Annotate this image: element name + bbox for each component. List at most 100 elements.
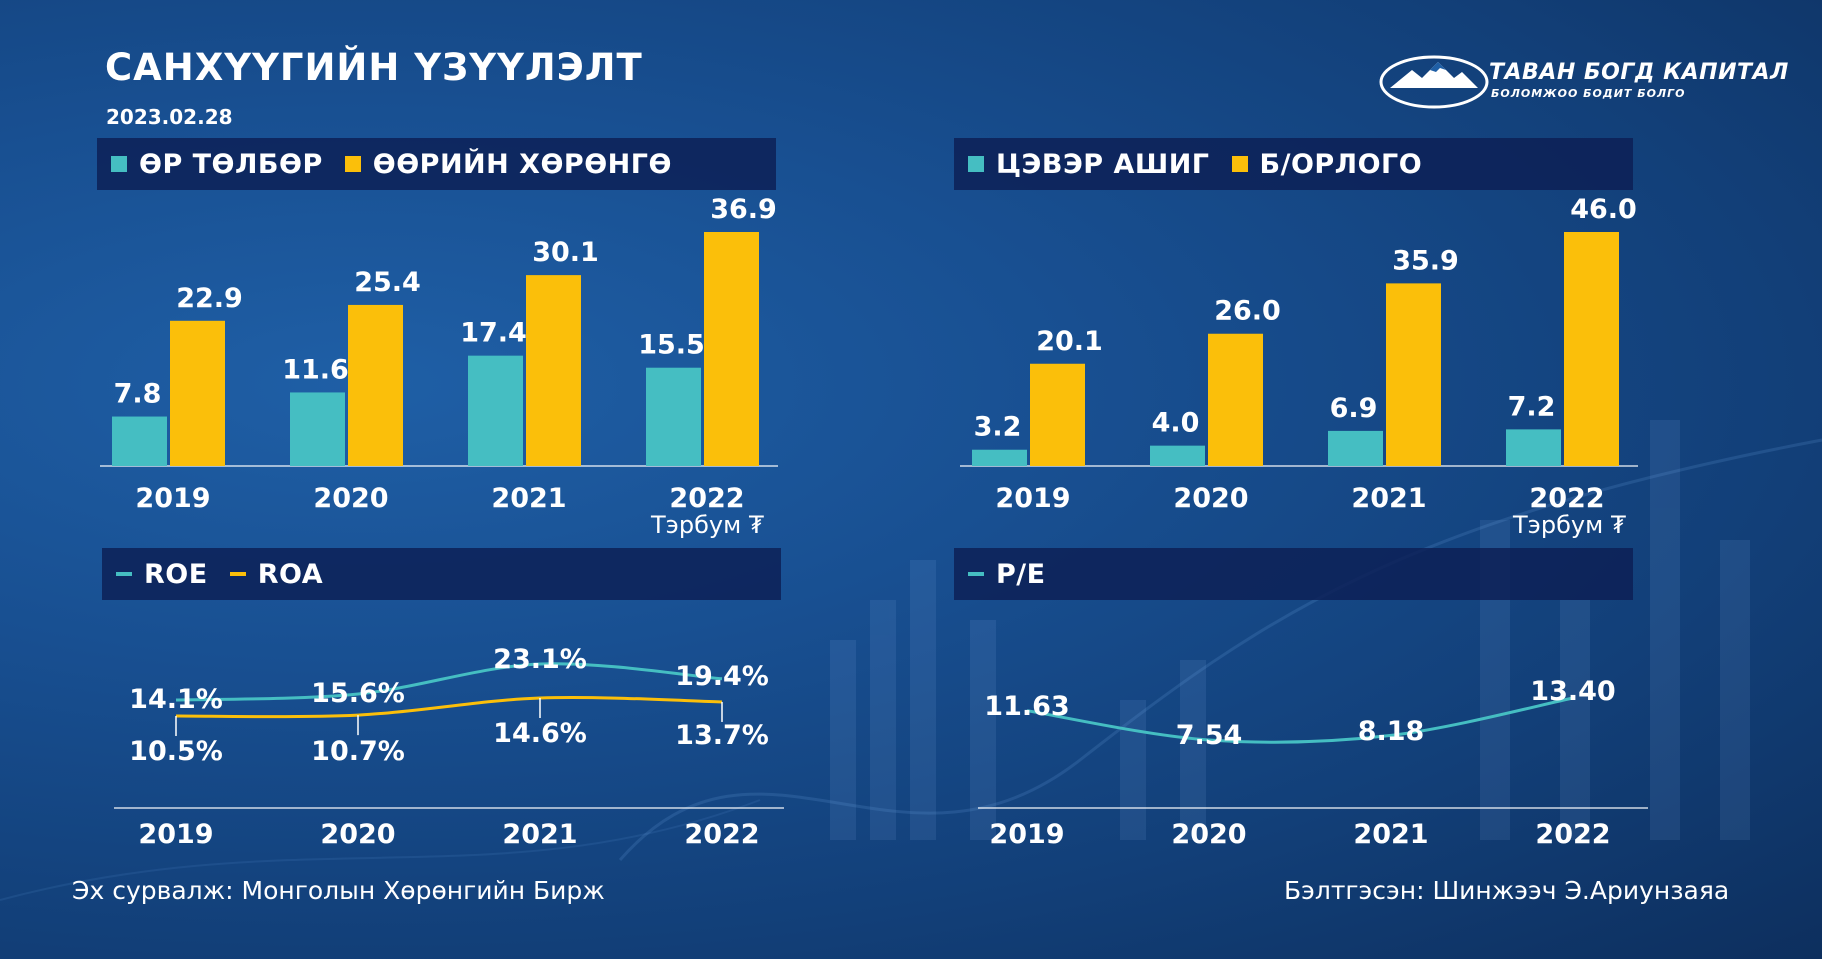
x-tick-label: 2020 (1173, 483, 1248, 514)
data-label: 25.4 (354, 267, 421, 298)
series-line-roa (175, 695, 723, 719)
legend-label: ROA (257, 558, 324, 590)
x-tick-label: 2022 (1529, 483, 1604, 514)
bar-gold (1208, 333, 1263, 466)
data-label: 46.0 (1570, 194, 1637, 225)
legend-label: ӨР ТӨЛБӨР (139, 148, 323, 180)
legend-item-revenue: Б/ОРЛОГО (1231, 148, 1423, 180)
bar-teal (1150, 445, 1205, 466)
logo-tagline: БОЛОМЖОО БОДИТ БОЛГО (1491, 87, 1686, 100)
x-tick-label: 2020 (313, 483, 388, 514)
series-line-roe (175, 662, 723, 702)
data-label-pe: 8.18 (1358, 716, 1425, 747)
bar-teal (290, 392, 345, 466)
x-tick-label: 2019 (995, 483, 1070, 514)
data-label: 36.9 (710, 194, 777, 225)
x-tick-label: 2020 (1171, 819, 1246, 850)
bar-teal (646, 367, 701, 466)
x-tick-label: 2022 (1535, 819, 1610, 850)
bar-gold (1386, 283, 1441, 466)
data-label: 4.0 (1152, 408, 1200, 439)
x-tick-label: 2021 (1353, 819, 1428, 850)
legend-swatch-gold (344, 156, 361, 172)
bar-teal (468, 355, 523, 466)
chart-profit-revenue: 3.2 20.1 2019 4.0 26.0 2020 6.9 35.9 2021 7.2 46.0… (960, 194, 1638, 514)
company-logo: ТАВАН БОГД КАПИТАЛ БОЛОМЖОО БОДИТ БОЛГО (1378, 54, 1788, 110)
legend-line-gold (229, 572, 246, 576)
unit-label-left: Тэрбум ₮ (651, 511, 765, 539)
x-tick-label: 2021 (1351, 483, 1426, 514)
legend-pe: P/E (954, 548, 1633, 600)
legend-roe-roa: ROE ROA (102, 548, 781, 600)
legend-profit-revenue: ЦЭВЭР АШИГ Б/ОРЛОГО (954, 138, 1633, 190)
legend-liabilities-equity: ӨР ТӨЛБӨР ӨӨРИЙН ХӨРӨНГӨ (97, 138, 776, 190)
data-label: 7.8 (114, 379, 162, 410)
unit-label-right: Тэрбум ₮ (1513, 511, 1627, 539)
legend-item-roe: ROE (116, 559, 208, 590)
x-tick-label: 2021 (502, 819, 577, 850)
bar-gold (704, 232, 759, 466)
data-label: 15.5 (638, 330, 705, 361)
bar-teal (112, 416, 167, 466)
x-tick-label: 2022 (669, 483, 744, 514)
data-label-roa: 13.7% (675, 720, 769, 751)
page-title: САНХҮҮГИЙН ҮЗҮҮЛЭЛТ (105, 46, 643, 89)
source-note: Эх сурвалж: Монголын Хөрөнгийн Бирж (72, 876, 605, 905)
x-tick-label: 2019 (989, 819, 1064, 850)
legend-item-roa: ROA (229, 558, 324, 590)
data-label: 6.9 (1330, 393, 1378, 424)
data-label: 11.6 (282, 354, 349, 385)
data-label-roa: 10.5% (129, 736, 223, 767)
legend-label: Б/ОРЛОГО (1259, 148, 1423, 180)
data-label: 17.4 (460, 318, 527, 349)
legend-label: ЦЭВЭР АШИГ (996, 148, 1210, 180)
legend-item-pe: P/E (968, 559, 1046, 590)
data-label-roa: 10.7% (311, 736, 405, 767)
legend-swatch-teal (111, 156, 127, 172)
legend-item-liabilities: ӨР ТӨЛБӨР (111, 149, 323, 180)
bar-gold (170, 320, 225, 466)
data-label: 35.9 (1392, 245, 1459, 276)
x-tick-label: 2019 (135, 483, 210, 514)
data-label-pe: 7.54 (1176, 720, 1243, 751)
data-label-roe: 19.4% (675, 661, 769, 692)
x-tick-label: 2021 (491, 483, 566, 514)
legend-line-teal (968, 572, 984, 576)
data-label: 30.1 (532, 237, 599, 268)
bar-gold (1030, 363, 1085, 466)
series-line-pe (1026, 696, 1574, 744)
data-label-roe: 14.1% (129, 684, 223, 715)
data-label-pe: 13.40 (1530, 676, 1615, 707)
x-tick-label: 2020 (320, 819, 395, 850)
data-label: 20.1 (1036, 326, 1103, 357)
data-label: 22.9 (176, 283, 243, 314)
x-tick-label: 2022 (684, 819, 759, 850)
chart-pe: 11.63 7.54 8.18 13.40 2019 2020 2021 2022 (978, 676, 1648, 850)
data-label-roe: 15.6% (311, 678, 405, 709)
legend-label: P/E (996, 558, 1046, 590)
data-label: 7.2 (1508, 391, 1556, 422)
legend-swatch-teal (968, 156, 984, 172)
report-date: 2023.02.28 (106, 105, 233, 129)
legend-label: ӨӨРИЙН ХӨРӨНГӨ (372, 148, 672, 180)
legend-swatch-gold (1231, 156, 1248, 172)
mountain-emblem-icon (1379, 55, 1489, 109)
bar-teal (972, 449, 1027, 466)
bar-teal (1328, 430, 1383, 466)
bar-teal (1506, 429, 1561, 466)
legend-line-teal (116, 572, 132, 576)
data-label-pe: 11.63 (984, 691, 1069, 722)
legend-item-equity: ӨӨРИЙН ХӨРӨНГӨ (344, 148, 672, 180)
chart-roe-roa: 14.1% 15.6% 23.1% 19.4% 10.5% 10.7% 14.6% 13.7%… (114, 644, 784, 850)
chart-liabilities-equity: 7.8 22.9 2019 11.6 25.4 2020 17.4 30.1 2021 15.5 3… (100, 194, 778, 514)
x-tick-label: 2019 (138, 819, 213, 850)
bar-gold (348, 304, 403, 466)
data-label: 3.2 (974, 412, 1022, 443)
logo-title: ТАВАН БОГД КАПИТАЛ (1489, 60, 1789, 85)
bar-gold (526, 275, 581, 466)
data-label: 26.0 (1214, 296, 1281, 327)
prepared-by-note: Бэлтгэсэн: Шинжээч Э.Ариунзаяа (1284, 876, 1730, 905)
data-label-roa: 14.6% (493, 718, 587, 749)
legend-label: ROE (144, 558, 208, 590)
legend-item-net-profit: ЦЭВЭР АШИГ (968, 149, 1210, 180)
